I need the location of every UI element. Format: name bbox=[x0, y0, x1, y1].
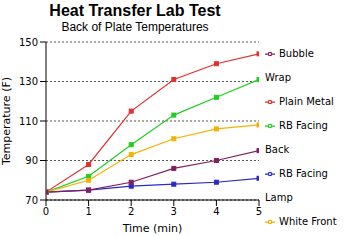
svg-text:3: 3 bbox=[171, 206, 177, 217]
svg-text:2: 2 bbox=[128, 206, 134, 217]
svg-text:130: 130 bbox=[19, 76, 38, 87]
html-text:Plain Metal: Plain Metal bbox=[279, 96, 334, 107]
html-text:Back of Plate Temperatures: Back of Plate Temperatures bbox=[61, 20, 209, 34]
svg-text:Time (min): Time (min) bbox=[122, 222, 183, 234]
svg-text:Temperature (F): Temperature (F) bbox=[8, 77, 13, 166]
svg-text:1: 1 bbox=[85, 206, 91, 217]
svg-text:5: 5 bbox=[256, 206, 262, 217]
html-text:Bubble Wrap: Bubble Wrap bbox=[265, 48, 314, 83]
svg-text:150: 150 bbox=[19, 37, 38, 48]
html-text:Heat Transfer Lab Test: Heat Transfer Lab Test bbox=[49, 2, 221, 19]
svg-text:70: 70 bbox=[25, 195, 38, 206]
html-text:RB Facing Back: RB Facing Back bbox=[265, 120, 328, 155]
html-text:White Front: White Front bbox=[279, 216, 337, 227]
svg-text:90: 90 bbox=[25, 155, 38, 166]
svg-text:4: 4 bbox=[213, 206, 219, 217]
html-text:RB Facing Lamp: RB Facing Lamp bbox=[265, 168, 328, 203]
svg-text:0: 0 bbox=[43, 206, 49, 217]
svg-text:110: 110 bbox=[19, 116, 38, 127]
